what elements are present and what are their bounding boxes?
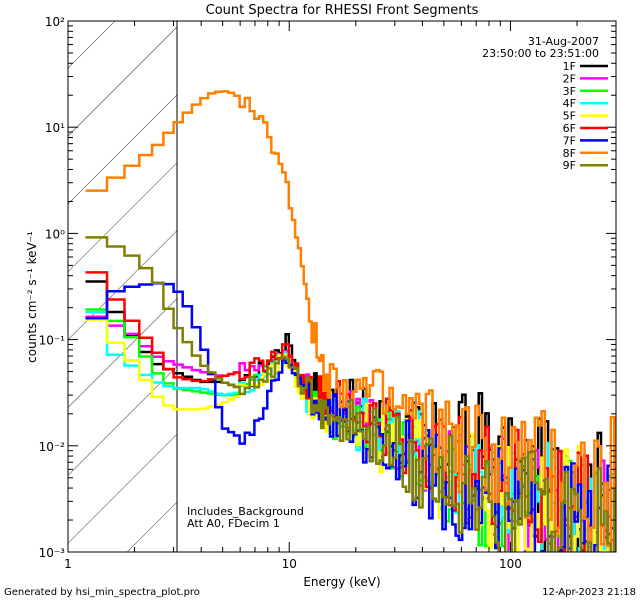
chart-title: Count Spectra for RHESSI Front Segments	[206, 3, 479, 18]
timestamp-text: 12-Apr-2023 21:18	[542, 587, 636, 598]
series-layer	[85, 90, 616, 552]
background-note: Includes_Background	[187, 505, 304, 518]
legend-label-8F: 8F	[563, 147, 576, 160]
x-tick-label: 100	[499, 557, 522, 571]
legend-label-6F: 6F	[563, 122, 576, 135]
hatched-region	[68, 21, 177, 552]
legend-label-7F: 7F	[563, 134, 576, 147]
y-tick-label: 10⁻¹	[39, 334, 66, 348]
y-tick-label: 10⁰	[45, 227, 65, 241]
legend-label-2F: 2F	[563, 72, 576, 85]
y-tick-label: 10⁻³	[39, 546, 66, 560]
legend-label-5F: 5F	[563, 110, 576, 123]
y-tick-label: 10⁻²	[39, 440, 66, 454]
x-tick-label: 1	[64, 557, 72, 571]
legend-label-4F: 4F	[563, 97, 576, 110]
y-tick-label: 10¹	[45, 121, 65, 135]
legend-label-3F: 3F	[563, 85, 576, 98]
attenuator-note: Att A0, FDecim 1	[187, 517, 280, 530]
plot-frame	[67, 20, 617, 553]
axis-ticks: 1 10 100 10⁻³ 10⁻² 10⁻¹ 10⁰ 10¹ 10²	[39, 15, 617, 571]
y-axis-label: counts cm⁻² s⁻¹ keV⁻¹	[25, 231, 39, 363]
series-line-9F	[85, 236, 616, 552]
generated-by-text: Generated by hsi_min_spectra_plot.pro	[4, 587, 200, 598]
x-axis-label: Energy (keV)	[303, 575, 380, 589]
date-annotation: 31-Aug-2007	[528, 35, 599, 48]
x-tick-label: 10	[282, 557, 297, 571]
legend-label-9F: 9F	[563, 159, 576, 172]
y-tick-label: 10²	[45, 15, 65, 29]
legend-label-1F: 1F	[563, 60, 576, 73]
time-range-annotation: 23:50:00 to 23:51:00	[482, 47, 599, 60]
series-line-8F	[85, 90, 616, 552]
